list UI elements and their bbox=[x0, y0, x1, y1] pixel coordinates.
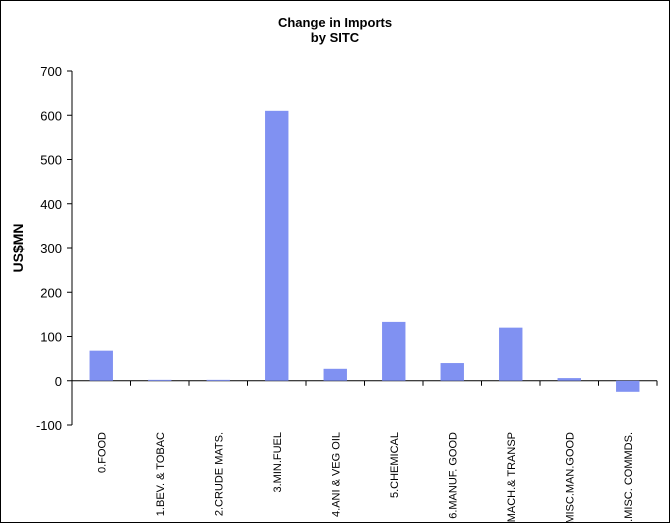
y-tick-label: 400 bbox=[40, 197, 62, 212]
x-category-label: 0.FOOD bbox=[96, 432, 108, 473]
y-tick-label: 600 bbox=[40, 108, 62, 123]
x-category-label: 6.MANUF. GOOD bbox=[447, 432, 459, 519]
y-tick-label: 500 bbox=[40, 153, 62, 168]
y-axis-label: US$MN bbox=[10, 223, 26, 272]
bar bbox=[440, 363, 464, 381]
x-category-label: 4.ANI & VEG OIL bbox=[330, 432, 342, 517]
x-category-label: 7.MACH.& TRANSP bbox=[506, 432, 518, 523]
bar bbox=[265, 110, 289, 381]
y-tick-label: -100 bbox=[36, 418, 62, 433]
labels: -100 0 100 200 300 400 500 600 700 0.FOOD 1.BEV. &… bbox=[36, 64, 635, 523]
x-category-label: 2.CRUDE MATS. bbox=[213, 432, 225, 516]
bars bbox=[89, 110, 640, 392]
y-tick-label: 100 bbox=[40, 330, 62, 345]
bar bbox=[323, 368, 347, 381]
bar bbox=[499, 327, 523, 381]
chart-title: Change in Imports by SITC bbox=[277, 15, 393, 45]
x-category-label: 1.BEV. & TOBAC bbox=[155, 432, 167, 516]
bar bbox=[557, 378, 581, 381]
x-category-label: 9.MISC. COMMDS. bbox=[623, 432, 635, 523]
y-tick-label: 700 bbox=[40, 64, 62, 79]
y-tick-label: 200 bbox=[40, 285, 62, 300]
axes bbox=[67, 70, 658, 426]
x-category-label: 8.MISC.MAN.GOOD bbox=[564, 432, 576, 523]
y-tick-label: 0 bbox=[55, 374, 62, 389]
bar bbox=[616, 380, 640, 392]
bar bbox=[206, 379, 230, 381]
bar bbox=[89, 350, 113, 381]
y-tick-label: 300 bbox=[40, 241, 62, 256]
bar bbox=[148, 379, 172, 381]
x-category-label: 3.MIN.FUEL bbox=[272, 432, 284, 493]
bar bbox=[382, 321, 406, 381]
x-category-label: 5.CHEMICAL bbox=[389, 432, 401, 498]
